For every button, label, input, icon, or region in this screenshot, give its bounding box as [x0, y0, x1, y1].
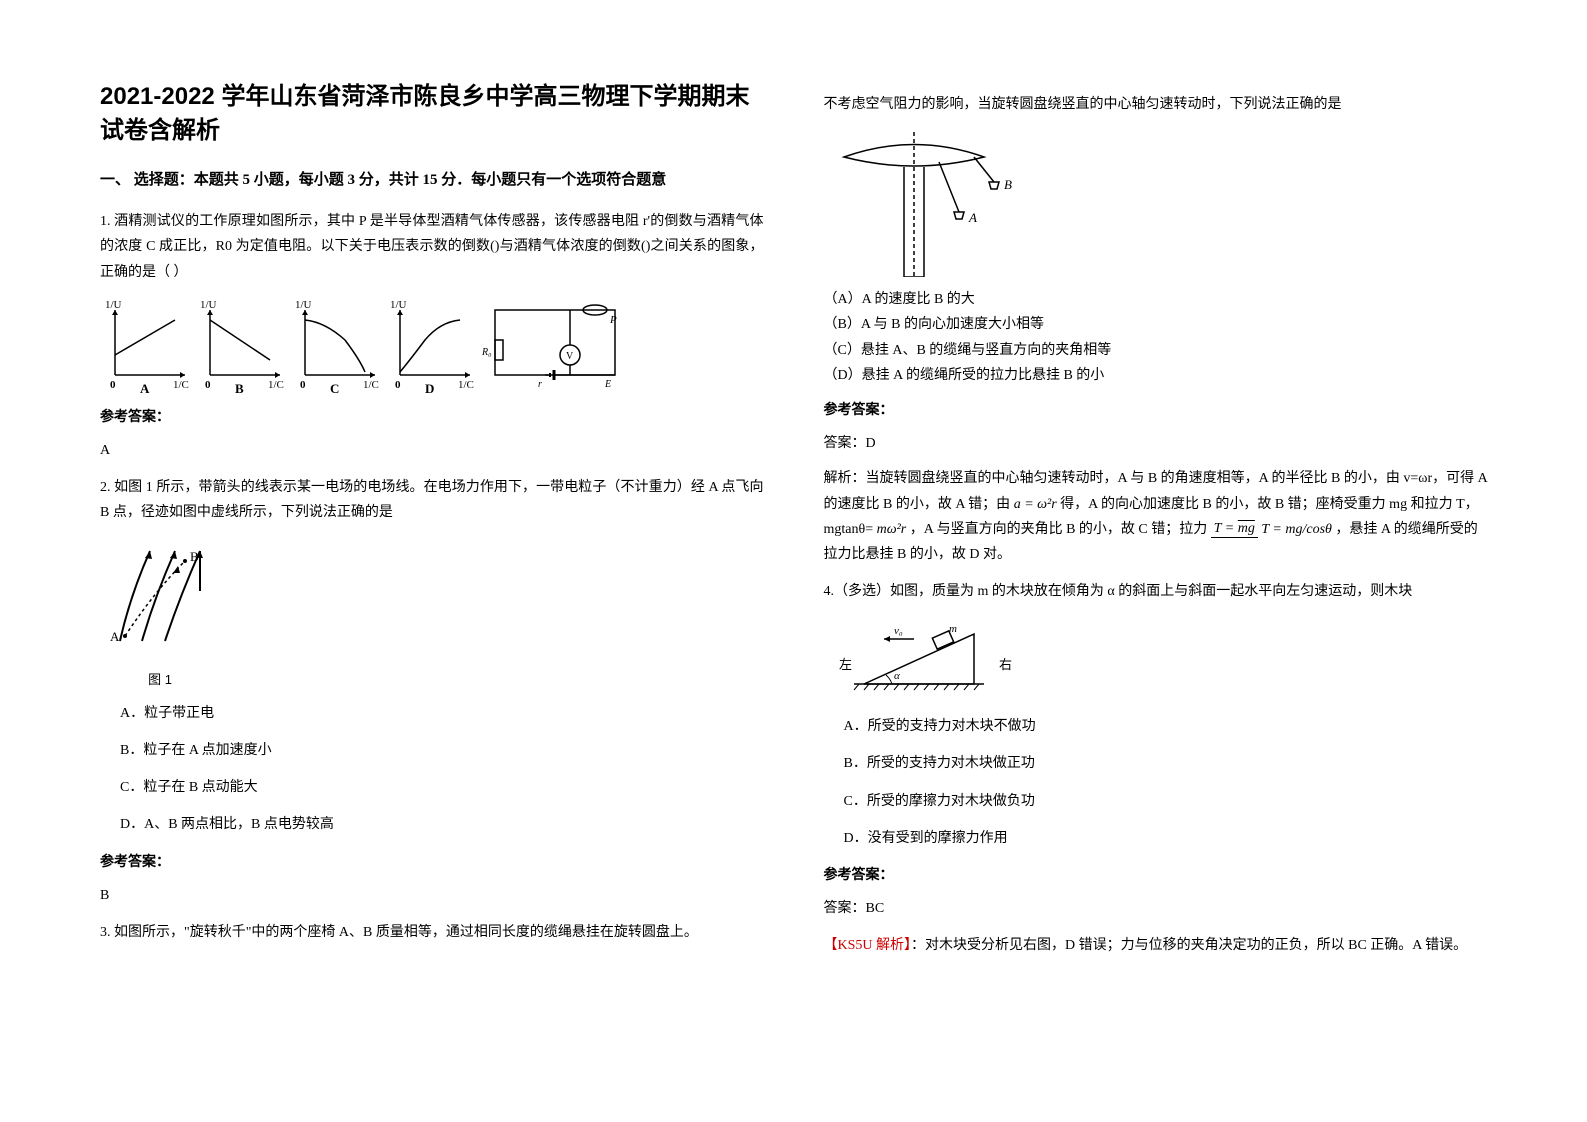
q2-options: A．粒子带正电 B．粒子在 A 点加速度小 C．粒子在 B 点动能大 D．A、B… [120, 701, 764, 838]
svg-text:0: 0 [395, 379, 401, 391]
svg-text:1/U: 1/U [295, 299, 312, 311]
right-column: 不考虑空气阻力的影响，当旋转圆盘绕竖直的中心轴匀速转动时，下列说法正确的是 A … [824, 80, 1488, 1082]
q2-figure-svg: A B [100, 536, 220, 666]
q4-option-a: A．所受的支持力对木块不做功 [844, 714, 1488, 739]
q3-formula1: a = ω²r [1014, 497, 1057, 512]
q3-option-d: （D）悬挂 A 的缆绳所受的拉力比悬挂 B 的小 [824, 363, 1488, 388]
q1-figure: 1/U 1/C 0 A 1/U 1/C 0 B [100, 295, 764, 395]
q4-label-m: m [949, 623, 957, 635]
q4-options: A．所受的支持力对木块不做功 B．所受的支持力对木块做正功 C．所受的摩擦力对木… [844, 714, 1488, 851]
q3-analysis-text3: ，A 与竖直方向的夹角比 B 的小，故 C 错；拉力 [910, 522, 1208, 537]
svg-text:0: 0 [110, 379, 116, 391]
q4-label-right: 右 [999, 657, 1012, 672]
q4-label-left: 左 [839, 657, 852, 672]
q4-answer: 答案：BC [824, 896, 1488, 921]
q3-options: （A）A 的速度比 B 的大 （B）A 与 B 的向心加速度大小相等 （C）悬挂… [824, 287, 1488, 388]
svg-text:B: B [190, 549, 199, 564]
svg-text:1/U: 1/U [200, 299, 217, 311]
q3-text-continued: 不考虑空气阻力的影响，当旋转圆盘绕竖直的中心轴匀速转动时，下列说法正确的是 [824, 92, 1488, 117]
q1-text: 1. 酒精测试仪的工作原理如图所示，其中 P 是半导体型酒精气体传感器，该传感器… [100, 209, 764, 285]
q3-option-c: （C）悬挂 A、B 的缆绳与竖直方向的夹角相等 [824, 338, 1488, 363]
svg-text:r: r [538, 379, 542, 390]
q2-figure: A B 图 1 [100, 536, 764, 691]
left-column: 2021-2022 学年山东省菏泽市陈良乡中学高三物理下学期期末试卷含解析 一、… [100, 80, 764, 1082]
question-2: 2. 如图 1 所示，带箭头的线表示某一电场的电场线。在电场力作用下，一带电粒子… [100, 475, 764, 908]
q4-analysis: 【KS5U 解析】：对木块受分析见右图，D 错误；力与位移的夹角决定功的正负，所… [824, 931, 1488, 962]
svg-text:E: E [604, 379, 611, 390]
q3-option-b: （B）A 与 B 的向心加速度大小相等 [824, 312, 1488, 337]
section-1-heading: 一、 选择题：本题共 5 小题，每小题 3 分，共计 15 分．每小题只有一个选… [100, 167, 764, 194]
q4-option-c: C．所受的摩擦力对木块做负功 [844, 789, 1488, 814]
q2-answer: B [100, 883, 764, 908]
q4-figure-svg: v₀ m α 左 右 [824, 614, 1044, 704]
question-4: 4.（多选）如图，质量为 m 的木块放在倾角为 α 的斜面上与斜面一起水平向左匀… [824, 579, 1488, 962]
q3-figure: A B [824, 127, 1488, 277]
q2-answer-label: 参考答案： [100, 850, 764, 875]
svg-text:1/U: 1/U [105, 299, 122, 311]
question-1: 1. 酒精测试仪的工作原理如图所示，其中 P 是半导体型酒精气体传感器，该传感器… [100, 209, 764, 463]
q3-formula2: mω²r [877, 522, 907, 537]
q3-answer-label: 参考答案： [824, 398, 1488, 423]
q2-option-d: D．A、B 两点相比，B 点电势较高 [120, 812, 764, 837]
q1-chart-svg: 1/U 1/C 0 A 1/U 1/C 0 B [100, 295, 620, 395]
q4-answer-label: 参考答案： [824, 863, 1488, 888]
q4-analysis-label: 【KS5U 解析】 [824, 938, 912, 953]
q1-option-a-label: A [140, 381, 150, 395]
q1-option-b-label: B [235, 381, 244, 395]
q4-text: 4.（多选）如图，质量为 m 的木块放在倾角为 α 的斜面上与斜面一起水平向左匀… [824, 579, 1488, 604]
svg-text:1/C: 1/C [173, 379, 189, 391]
q1-option-d-label: D [425, 381, 434, 395]
q3-option-a: （A）A 的速度比 B 的大 [824, 287, 1488, 312]
q4-figure: v₀ m α 左 右 [824, 614, 1488, 704]
q2-option-c: C．粒子在 B 点动能大 [120, 775, 764, 800]
q3-answer: 答案：D [824, 431, 1488, 456]
question-3-start: 3. 如图所示，"旋转秋千"中的两个座椅 A、B 质量相等，通过相同长度的缆绳悬… [100, 920, 764, 945]
q3-text: 3. 如图所示，"旋转秋千"中的两个座椅 A、B 质量相等，通过相同长度的缆绳悬… [100, 920, 764, 945]
svg-text:1/C: 1/C [458, 379, 474, 391]
svg-text:0: 0 [205, 379, 211, 391]
q4-option-b: B．所受的支持力对木块做正功 [844, 751, 1488, 776]
q3-label-a: A [968, 210, 977, 225]
svg-text:R₀: R₀ [481, 347, 492, 358]
q2-option-b: B．粒子在 A 点加速度小 [120, 738, 764, 763]
svg-text:1/C: 1/C [363, 379, 379, 391]
q1-option-c-label: C [330, 381, 339, 395]
exam-title: 2021-2022 学年山东省菏泽市陈良乡中学高三物理下学期期末试卷含解析 [100, 80, 764, 147]
q4-analysis-text: ：对木块受分析见右图，D 错误；力与位移的夹角决定功的正负，所以 BC 正确。A… [911, 938, 1467, 953]
q1-answer-label: 参考答案： [100, 405, 764, 430]
q4-label-angle: α [894, 670, 900, 682]
svg-text:1/U: 1/U [390, 299, 407, 311]
q1-answer: A [100, 438, 764, 463]
svg-text:V: V [566, 351, 574, 362]
question-3-continued: 不考虑空气阻力的影响，当旋转圆盘绕竖直的中心轴匀速转动时，下列说法正确的是 A … [824, 92, 1488, 567]
q3-analysis: 解析：当旋转圆盘绕竖直的中心轴匀速转动时，A 与 B 的角速度相等，A 的半径比… [824, 466, 1488, 567]
svg-text:P: P [609, 314, 617, 326]
q3-figure-svg: A B [824, 127, 1024, 277]
q3-label-b: B [1004, 177, 1012, 192]
q4-label-v: v₀ [894, 625, 903, 637]
q2-option-a: A．粒子带正电 [120, 701, 764, 726]
q4-option-d: D．没有受到的摩擦力作用 [844, 826, 1488, 851]
q2-text: 2. 如图 1 所示，带箭头的线表示某一电场的电场线。在电场力作用下，一带电粒子… [100, 475, 764, 525]
svg-text:0: 0 [300, 379, 306, 391]
svg-text:1/C: 1/C [268, 379, 284, 391]
svg-text:A: A [110, 629, 120, 644]
q2-figure-caption: 图 1 [100, 668, 220, 691]
